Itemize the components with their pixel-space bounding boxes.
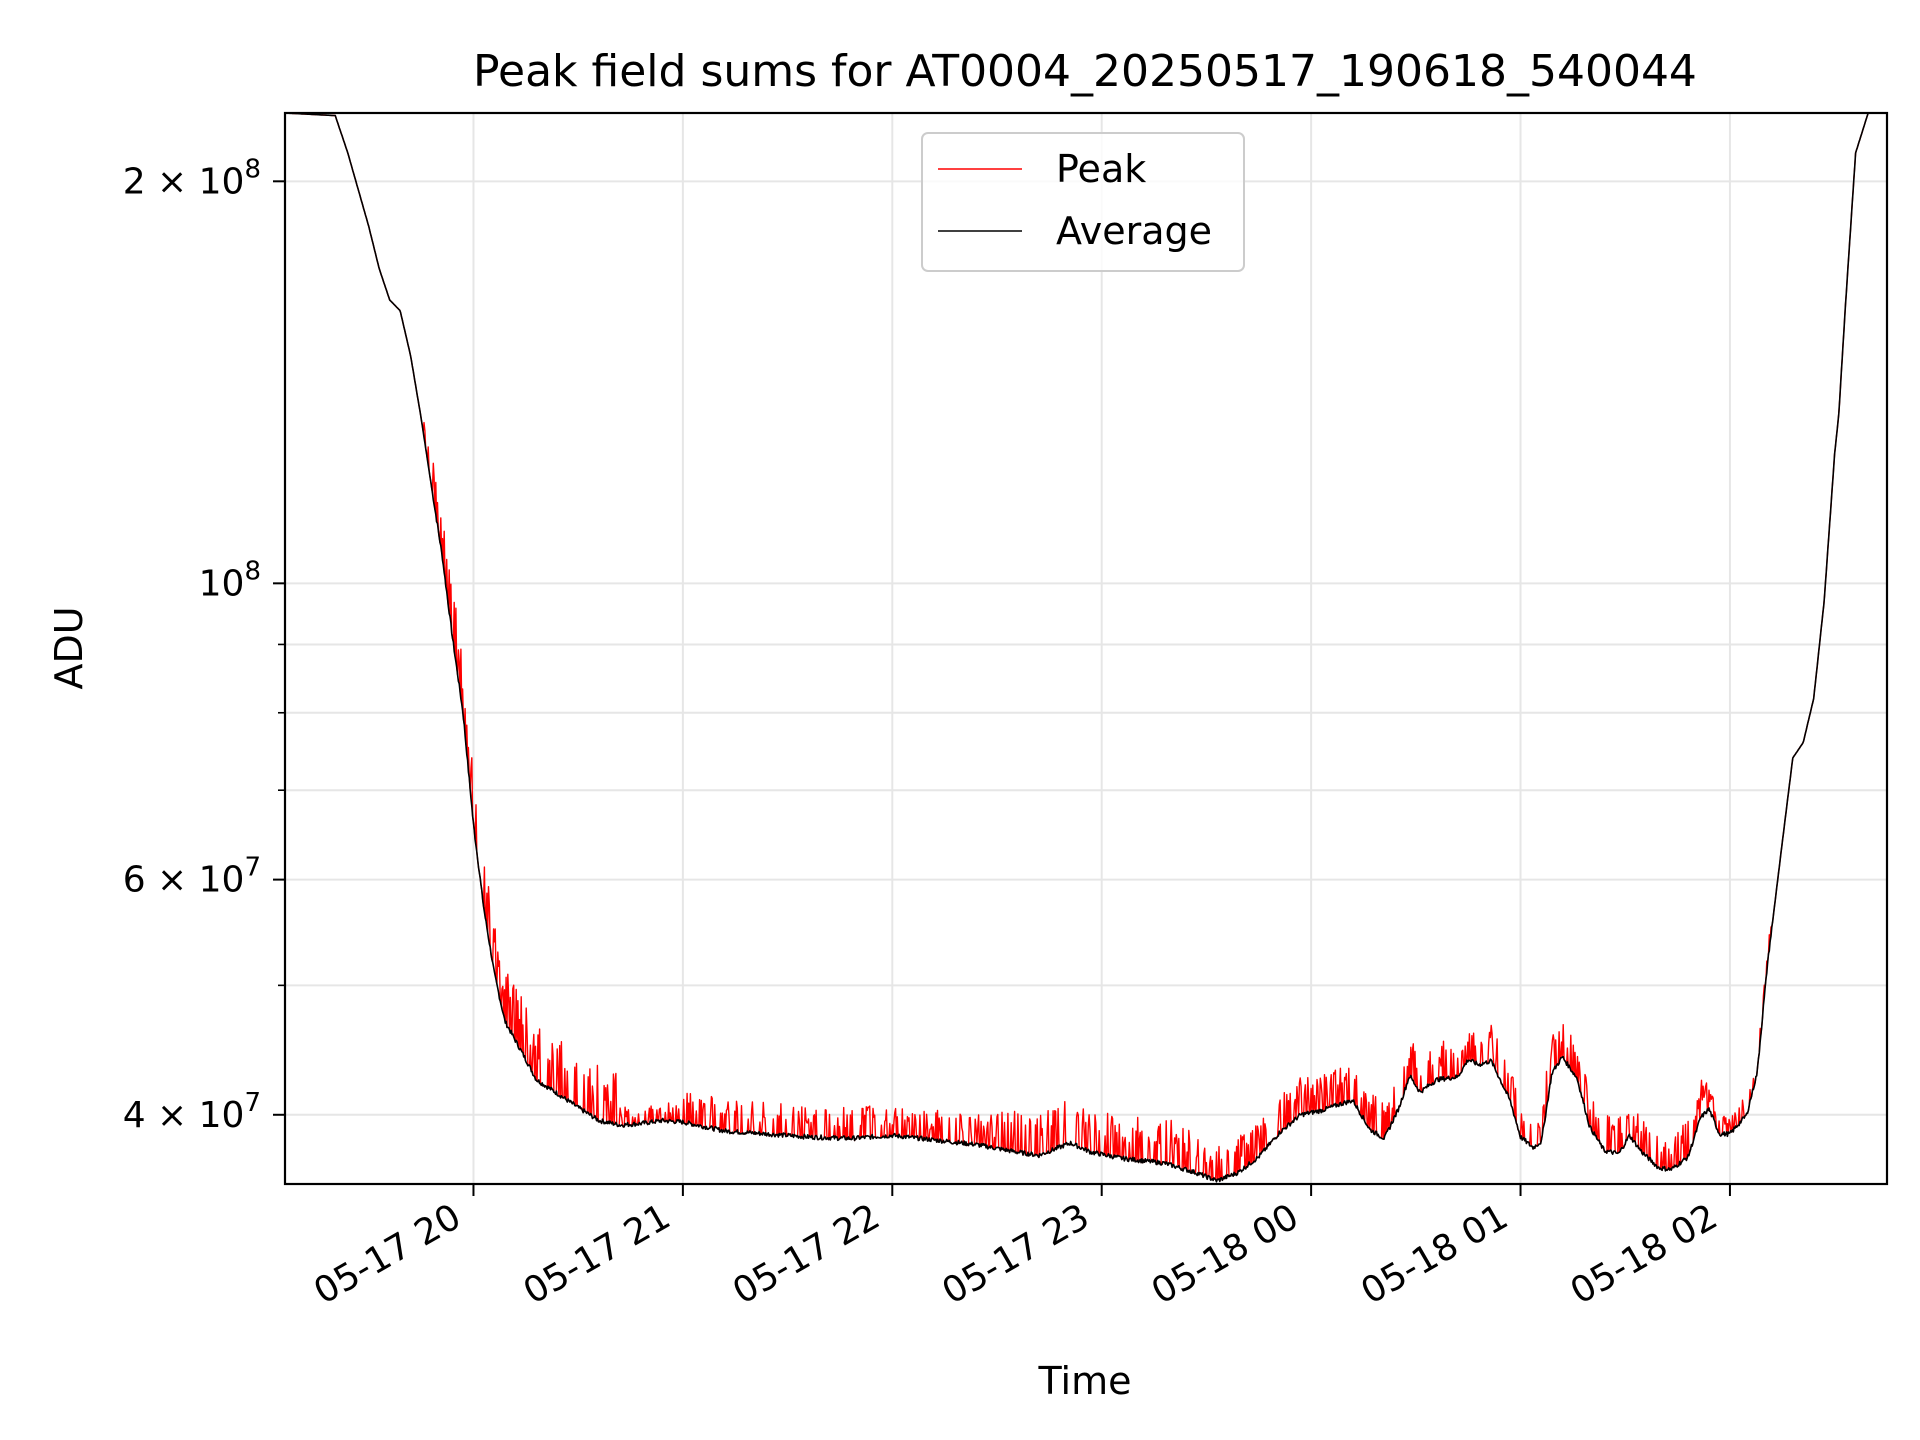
average-series-line [285,113,1887,1183]
series-layer [285,113,1887,1183]
y-tick-label: 2 × 108 [123,154,261,202]
y-tick-label: 4 × 107 [123,1088,261,1136]
legend-average-label: Average [1056,209,1212,253]
peak-series-line [285,113,1887,1183]
plot-frame [283,111,1889,1186]
y-tick-label: 6 × 107 [123,853,261,901]
chart-title: Peak field sums for AT0004_20250517_1906… [473,46,1697,97]
legend-box [921,132,1245,272]
x-axis-title: Time [1038,1359,1132,1403]
legend: Peak Average [921,132,1245,272]
y-axis-title: ADU [47,606,91,689]
y-tick-label: 108 [199,556,261,604]
legend-peak-label: Peak [1056,147,1146,191]
